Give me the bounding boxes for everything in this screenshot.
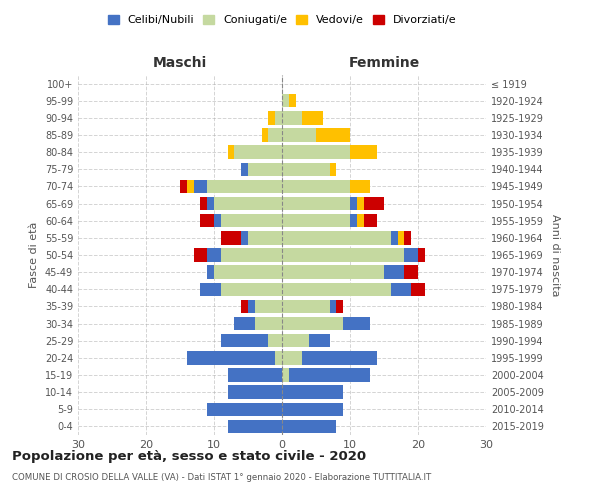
Text: Femmine: Femmine bbox=[349, 56, 419, 70]
Bar bbox=[187, 351, 275, 364]
Bar bbox=[194, 180, 207, 193]
Bar bbox=[282, 162, 329, 176]
Bar bbox=[282, 197, 350, 210]
Bar bbox=[364, 197, 384, 210]
Bar bbox=[418, 248, 425, 262]
Bar bbox=[337, 300, 343, 313]
Bar bbox=[207, 266, 214, 279]
Bar bbox=[282, 300, 329, 313]
Bar bbox=[241, 300, 248, 313]
Bar bbox=[255, 300, 282, 313]
Bar bbox=[282, 351, 302, 364]
Bar bbox=[241, 231, 248, 244]
Text: Maschi: Maschi bbox=[153, 56, 207, 70]
Bar bbox=[282, 231, 391, 244]
Bar bbox=[302, 351, 377, 364]
Bar bbox=[180, 180, 187, 193]
Bar bbox=[214, 266, 282, 279]
Bar bbox=[221, 231, 241, 244]
Bar bbox=[357, 214, 364, 228]
Y-axis label: Anni di nascita: Anni di nascita bbox=[550, 214, 560, 296]
Bar bbox=[282, 368, 289, 382]
Bar bbox=[255, 317, 282, 330]
Bar bbox=[282, 128, 316, 141]
Bar bbox=[200, 214, 214, 228]
Bar bbox=[282, 248, 404, 262]
Bar bbox=[398, 231, 404, 244]
Bar bbox=[411, 282, 425, 296]
Bar bbox=[357, 197, 364, 210]
Bar bbox=[227, 420, 282, 433]
Bar bbox=[282, 146, 350, 159]
Bar bbox=[221, 282, 282, 296]
Bar bbox=[248, 300, 255, 313]
Bar bbox=[207, 248, 221, 262]
Bar bbox=[207, 180, 282, 193]
Bar bbox=[268, 334, 282, 347]
Bar bbox=[221, 334, 268, 347]
Bar bbox=[391, 282, 411, 296]
Bar bbox=[227, 146, 235, 159]
Bar bbox=[282, 386, 343, 399]
Bar bbox=[282, 180, 350, 193]
Bar bbox=[275, 351, 282, 364]
Text: COMUNE DI CROSIO DELLA VALLE (VA) - Dati ISTAT 1° gennaio 2020 - Elaborazione TU: COMUNE DI CROSIO DELLA VALLE (VA) - Dati… bbox=[12, 472, 431, 482]
Bar bbox=[235, 317, 255, 330]
Bar bbox=[282, 214, 350, 228]
Bar bbox=[289, 94, 296, 108]
Bar bbox=[241, 162, 248, 176]
Bar bbox=[227, 368, 282, 382]
Bar bbox=[207, 402, 282, 416]
Bar bbox=[194, 248, 207, 262]
Y-axis label: Fasce di età: Fasce di età bbox=[29, 222, 39, 288]
Bar bbox=[404, 231, 411, 244]
Bar bbox=[309, 334, 329, 347]
Text: Popolazione per età, sesso e stato civile - 2020: Popolazione per età, sesso e stato civil… bbox=[12, 450, 366, 463]
Bar bbox=[221, 248, 282, 262]
Bar bbox=[262, 128, 268, 141]
Bar bbox=[391, 231, 398, 244]
Bar bbox=[282, 266, 384, 279]
Bar bbox=[275, 111, 282, 124]
Bar bbox=[282, 282, 391, 296]
Bar bbox=[282, 402, 343, 416]
Bar bbox=[200, 197, 207, 210]
Bar bbox=[282, 420, 337, 433]
Bar bbox=[282, 94, 289, 108]
Bar bbox=[289, 368, 370, 382]
Legend: Celibi/Nubili, Coniugati/e, Vedovi/e, Divorziati/e: Celibi/Nubili, Coniugati/e, Vedovi/e, Di… bbox=[103, 10, 461, 30]
Bar bbox=[227, 386, 282, 399]
Bar bbox=[268, 111, 275, 124]
Bar bbox=[214, 214, 221, 228]
Bar bbox=[329, 300, 337, 313]
Bar bbox=[350, 146, 377, 159]
Bar bbox=[329, 162, 337, 176]
Bar bbox=[248, 231, 282, 244]
Bar bbox=[200, 282, 221, 296]
Bar bbox=[235, 146, 282, 159]
Bar bbox=[404, 266, 418, 279]
Bar bbox=[350, 214, 357, 228]
Bar bbox=[221, 214, 282, 228]
Bar bbox=[404, 248, 418, 262]
Bar bbox=[384, 266, 404, 279]
Bar bbox=[207, 197, 214, 210]
Bar bbox=[187, 180, 194, 193]
Bar bbox=[248, 162, 282, 176]
Bar bbox=[364, 214, 377, 228]
Bar bbox=[350, 197, 357, 210]
Bar bbox=[282, 334, 309, 347]
Bar bbox=[282, 317, 343, 330]
Bar bbox=[350, 180, 370, 193]
Bar bbox=[282, 111, 302, 124]
Bar bbox=[268, 128, 282, 141]
Bar bbox=[343, 317, 370, 330]
Bar bbox=[316, 128, 350, 141]
Bar bbox=[214, 197, 282, 210]
Bar bbox=[302, 111, 323, 124]
